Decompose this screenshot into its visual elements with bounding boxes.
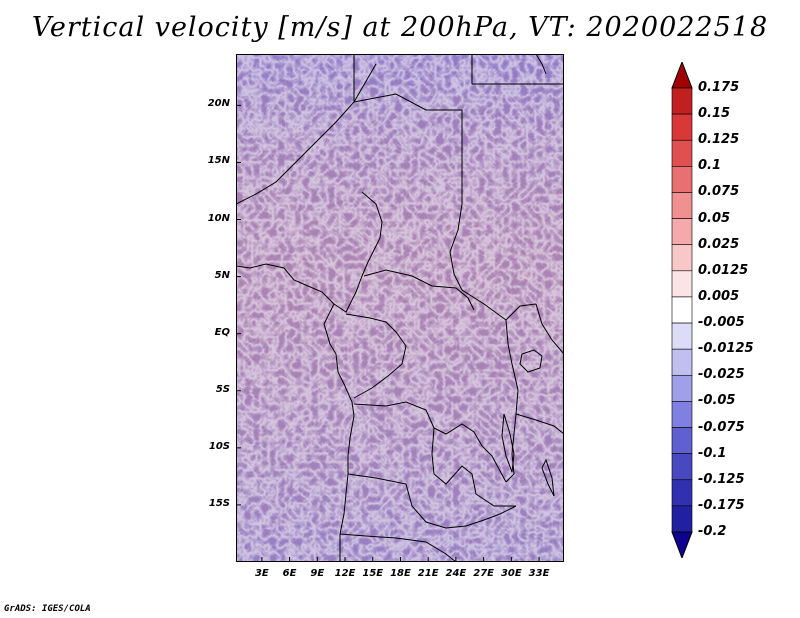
- border-angola: [347, 473, 517, 529]
- colorbar-label: -0.025: [698, 367, 745, 383]
- axis-ticks: [236, 104, 540, 562]
- colorbar-label: -0.125: [698, 471, 745, 487]
- border-libya: [353, 54, 463, 204]
- border-kenya: [535, 303, 564, 355]
- longitude-label: 21E: [417, 568, 439, 579]
- colorbar-label: 0.05: [698, 210, 731, 226]
- longitude-label: 24E: [445, 568, 467, 579]
- coastline-west: [236, 263, 355, 562]
- longitude-label: 27E: [473, 568, 494, 579]
- country-borders: [236, 54, 564, 562]
- colorbar-bottom-arrow: [671, 531, 693, 558]
- field-speckle: [236, 54, 564, 562]
- lake-victoria: [519, 349, 543, 373]
- colorbar-label: 0.1: [698, 158, 722, 174]
- colorbar-label: 0.0125: [698, 262, 749, 278]
- latitude-label: 20N: [207, 98, 230, 110]
- colorbar-top-arrow: [671, 62, 693, 89]
- red-sea-coast: [535, 54, 547, 75]
- border-congo: [345, 313, 407, 399]
- chart-title: Vertical velocity [m/s] at 200hPa, VT: 2…: [31, 12, 769, 43]
- longitude-label: 18E: [390, 568, 411, 579]
- colorbar-block: [671, 348, 693, 376]
- colorbar-block: [671, 139, 693, 167]
- latitude-label: 10S: [208, 440, 230, 452]
- latitude-label: 10N: [207, 212, 230, 224]
- colorbar-label: 0.125: [698, 132, 740, 148]
- colorbar-label: 0.175: [698, 80, 740, 95]
- colorbar-label: 0.075: [698, 184, 740, 200]
- border-drc-south: [353, 401, 507, 483]
- colorbar-block: [671, 218, 693, 246]
- border-tanzania: [515, 413, 564, 435]
- colorbar-block: [671, 505, 693, 533]
- border-car: [363, 269, 475, 311]
- colorbar-block: [671, 270, 693, 298]
- border-egypt: [471, 54, 564, 85]
- longitude-label: 9E: [310, 568, 325, 579]
- latitude-label: 5N: [214, 269, 230, 281]
- longitude-label: 6E: [282, 568, 297, 579]
- colorbar-block: [671, 427, 693, 454]
- lake-malawi: [541, 458, 555, 497]
- longitude-label: 30E: [500, 568, 522, 579]
- border-cameroon: [333, 275, 363, 313]
- colorbar-block: [671, 479, 693, 507]
- border-chad: [361, 191, 383, 277]
- colorbar-label: -0.175: [698, 497, 745, 513]
- border-sudan: [449, 203, 537, 321]
- colorbar-block: [671, 322, 693, 350]
- colorbar-block: [671, 374, 693, 402]
- colorbar-label: -0.075: [698, 419, 745, 435]
- colorbar-block: [671, 296, 693, 324]
- colorbar-block: [671, 87, 693, 115]
- longitude-label: 3E: [254, 568, 269, 579]
- software-credit: GrADS: IGES/COLA: [4, 604, 91, 614]
- longitude-label: 15E: [362, 568, 384, 579]
- latitude-label: EQ: [214, 326, 230, 338]
- border-zambia: [431, 427, 516, 507]
- colorbar-label: -0.2: [698, 524, 727, 539]
- colorbar-label: -0.005: [698, 315, 745, 331]
- colorbar-block: [671, 192, 693, 219]
- velocity-map: [236, 54, 564, 562]
- latitude-label: 5S: [215, 383, 230, 395]
- colorbar-block: [671, 401, 693, 428]
- colorbar-block: [671, 113, 693, 141]
- lake-tanganyika: [501, 413, 515, 473]
- longitude-label: 33E: [528, 568, 550, 579]
- border-namibia: [339, 533, 457, 562]
- longitude-label: 12E: [334, 568, 356, 579]
- colorbar-label: -0.1: [698, 445, 727, 461]
- latitude-label: 15N: [207, 155, 230, 167]
- colorbar-label: -0.05: [698, 393, 736, 409]
- colorbar-label: 0.025: [698, 236, 740, 252]
- colorbar-label: 0.15: [698, 106, 731, 122]
- colorbar-label: -0.0125: [698, 341, 754, 357]
- colorbar-block: [671, 453, 693, 481]
- border-sahara: [236, 63, 377, 205]
- colorbar: [671, 62, 693, 558]
- colorbar-block: [671, 244, 693, 272]
- colorbar-label: 0.005: [698, 288, 740, 304]
- latitude-label: 15S: [208, 497, 230, 509]
- colorbar-block: [671, 166, 693, 193]
